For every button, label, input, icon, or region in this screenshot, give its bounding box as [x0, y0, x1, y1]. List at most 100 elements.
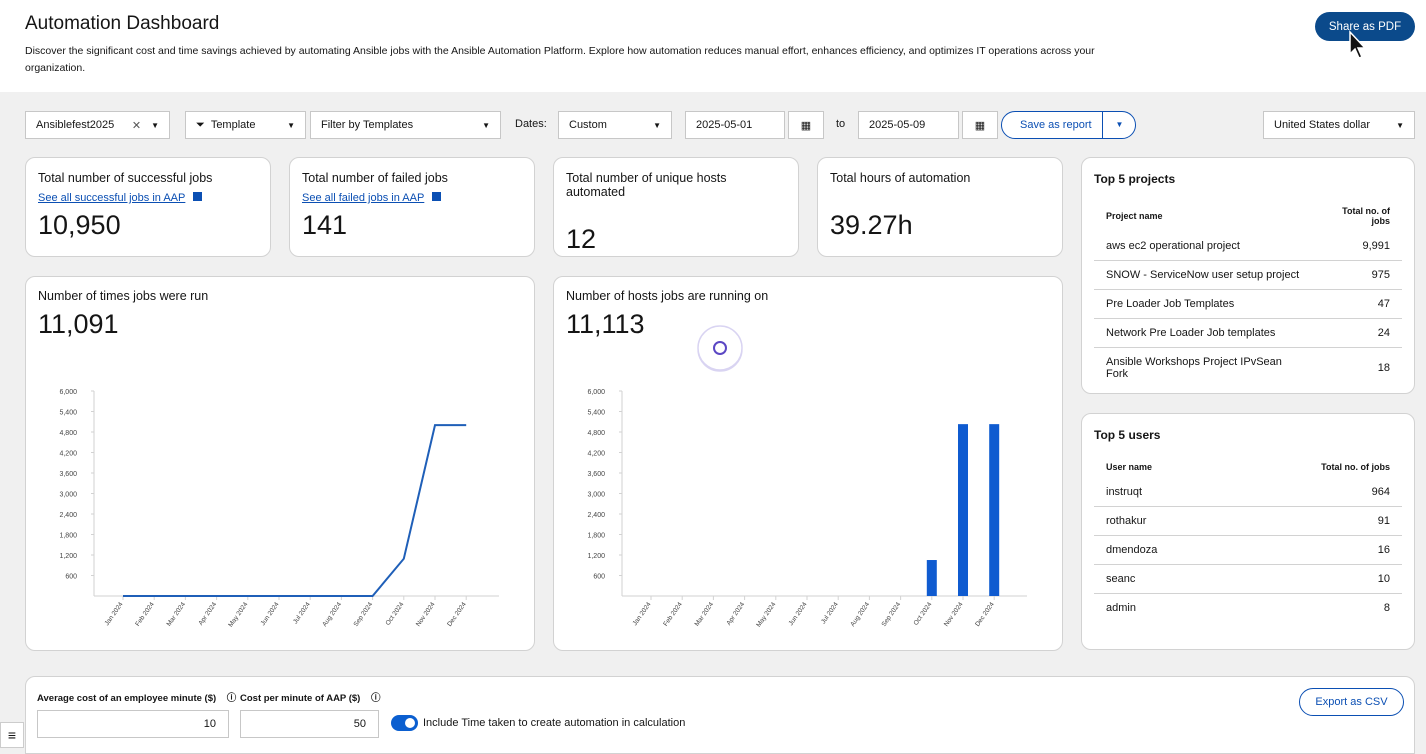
y-tick-label: 3,600	[587, 471, 605, 478]
table-row: Pre Loader Job Templates 47	[1094, 289, 1402, 319]
date-range-text: Custom	[569, 119, 607, 131]
chart-title: Number of times jobs were run	[38, 289, 209, 303]
stat-label: Total number of failed jobs	[302, 171, 448, 185]
line	[123, 424, 467, 597]
tag-text: Ansiblefest2025	[36, 119, 115, 131]
top-users-card: Top 5 users User name Total no. of jobs in…	[1081, 413, 1415, 650]
stat-card: Total number of successful jobs See all s…	[25, 157, 271, 257]
dates-label: Dates:	[515, 118, 547, 130]
x-tick-label: Jul 2024	[820, 601, 840, 625]
stat-value: 141	[302, 210, 348, 240]
calendar-button[interactable]: ▦	[962, 111, 998, 139]
filter-placeholder: Filter by Templates	[321, 119, 414, 131]
table-row: Ansible Workshops Project IPvSean Fork 18	[1094, 348, 1402, 389]
chart-total: 11,091	[38, 309, 119, 339]
x-tick-label: Apr 2024	[725, 601, 746, 627]
export-button[interactable]: Export as CSV	[1299, 688, 1404, 716]
table-row: seanc 10	[1094, 564, 1402, 594]
row-name: Pre Loader Job Templates	[1094, 289, 1312, 319]
stat-link[interactable]: See all failed jobs in AAP	[302, 192, 425, 204]
stat-link-row: See all failed jobs in AAP	[302, 188, 522, 204]
chart-card: Number of hosts jobs are running on 11,11…	[553, 276, 1063, 651]
save-report-toggle[interactable]: ▼	[1102, 112, 1136, 138]
row-name: aws ec2 operational project	[1094, 232, 1312, 261]
toggle-switch[interactable]	[391, 715, 418, 731]
spinner-dot	[713, 341, 727, 355]
stat-link[interactable]: See all successful jobs in AAP	[38, 192, 186, 204]
job-count: 9,991	[1311, 232, 1402, 261]
employee-cost-input[interactable]: 10	[37, 710, 229, 738]
employee-cost-text: Average cost of an employee minute ($)	[37, 693, 217, 704]
end-date-input[interactable]: 2025-05-09	[858, 111, 959, 139]
start-date: 2025-05-01	[696, 119, 753, 131]
cursor	[1349, 30, 1367, 59]
tag-select[interactable]: Ansiblefest2025 ✕ ▼	[25, 111, 170, 139]
aap-cost-input[interactable]: 50	[240, 710, 379, 738]
caret: ▼	[653, 120, 661, 130]
stat-label: Total hours of automation	[830, 171, 971, 185]
table-row: admin 8	[1094, 594, 1402, 623]
x-tick-label: Jun 2024	[788, 601, 809, 627]
bar	[926, 560, 937, 596]
page-description: Discover the significant cost and time s…	[25, 45, 1095, 74]
top-users-table: User name Total no. of jobs instruqt 964 rot…	[1094, 456, 1402, 622]
y-tick-label: 2,400	[587, 512, 605, 519]
share-button[interactable]: Share as PDF	[1315, 12, 1415, 41]
job-count: 8	[1383, 602, 1390, 614]
y-tick-label: 3,000	[59, 492, 77, 499]
aap-cost-label: Cost per minute of AAP ($) ⓘ	[240, 690, 381, 704]
date-range-select[interactable]: Custom ▼	[558, 111, 672, 139]
top-users-title: Top 5 users	[1094, 428, 1161, 442]
top-projects-table: Project name Total no. of jobs aws ec2 ope…	[1094, 200, 1402, 388]
x-tick-label: Jan 2024	[632, 601, 653, 627]
job-count: 964	[1232, 478, 1402, 507]
currency-text: United States dollar	[1274, 119, 1370, 131]
help-icon[interactable]: ⓘ	[370, 693, 381, 704]
start-date-input[interactable]: 2025-05-01	[685, 111, 785, 139]
y-tick-label: 1,800	[587, 533, 605, 540]
x-tick-label: Aug 2024	[321, 601, 343, 628]
spinner-ring	[697, 325, 743, 371]
filter-type-select[interactable]: ⏷ Template ▼	[185, 111, 306, 139]
to-label: to	[836, 118, 846, 130]
x-tick-label: Apr 2024	[197, 601, 218, 627]
menu-button[interactable]: ≡	[0, 722, 24, 748]
top-projects-card: Top 5 projects Project name Total no. of …	[1081, 157, 1415, 394]
top-projects-title: Top 5 projects	[1094, 172, 1176, 186]
job-count: 24	[1311, 318, 1402, 348]
toggle-label: Include Time taken to create automation …	[423, 717, 686, 729]
stat-value: 10,950	[38, 210, 121, 240]
caret: ▼	[1396, 120, 1404, 130]
x-tick-label: Mar 2024	[694, 601, 716, 628]
aap-cost-value: 50	[353, 718, 366, 730]
y-tick-label: 600	[65, 574, 77, 581]
x-tick-label: Mar 2024	[166, 601, 188, 628]
row-name: Network Pre Loader Job templates	[1094, 318, 1312, 348]
chart: 600 1,200 1,800 2,400 3,000 3,600 4,200 4,800 5,…	[587, 351, 1027, 629]
caret: ▼	[151, 120, 159, 130]
row-name: dmendoza	[1094, 535, 1233, 565]
clear-icon[interactable]: ✕	[131, 119, 142, 132]
x-tick-label: Oct 2024	[913, 601, 934, 627]
save-report-button[interactable]: Save as report ▼	[1001, 111, 1136, 139]
x-tick-label: May 2024	[755, 601, 777, 629]
currency-select[interactable]: United States dollar ▼	[1263, 111, 1415, 139]
save-report-text: Save as report	[1020, 119, 1092, 131]
row-name: SNOW - ServiceNow user setup project	[1094, 260, 1312, 290]
help-icon[interactable]: ⓘ	[226, 693, 237, 704]
y-tick-label: 4,800	[587, 430, 605, 437]
stat-value: 12	[566, 224, 597, 254]
job-count: 16	[1232, 535, 1402, 565]
filter-select[interactable]: Filter by Templates ▼	[310, 111, 501, 139]
end-date: 2025-05-09	[869, 119, 926, 131]
row-name: instruqt	[1094, 478, 1233, 507]
stat-link-row: See all successful jobs in AAP	[38, 188, 258, 204]
toggle-knob	[405, 718, 415, 728]
filter-icon: ⏷	[196, 118, 205, 131]
calendar-button[interactable]: ▦	[788, 111, 824, 139]
y-tick-label: 4,200	[59, 451, 77, 458]
x-tick-label: Nov 2024	[415, 601, 437, 628]
x-tick-label: Nov 2024	[943, 601, 965, 628]
caret: ▼	[287, 120, 295, 130]
y-tick-label: 600	[593, 574, 605, 581]
